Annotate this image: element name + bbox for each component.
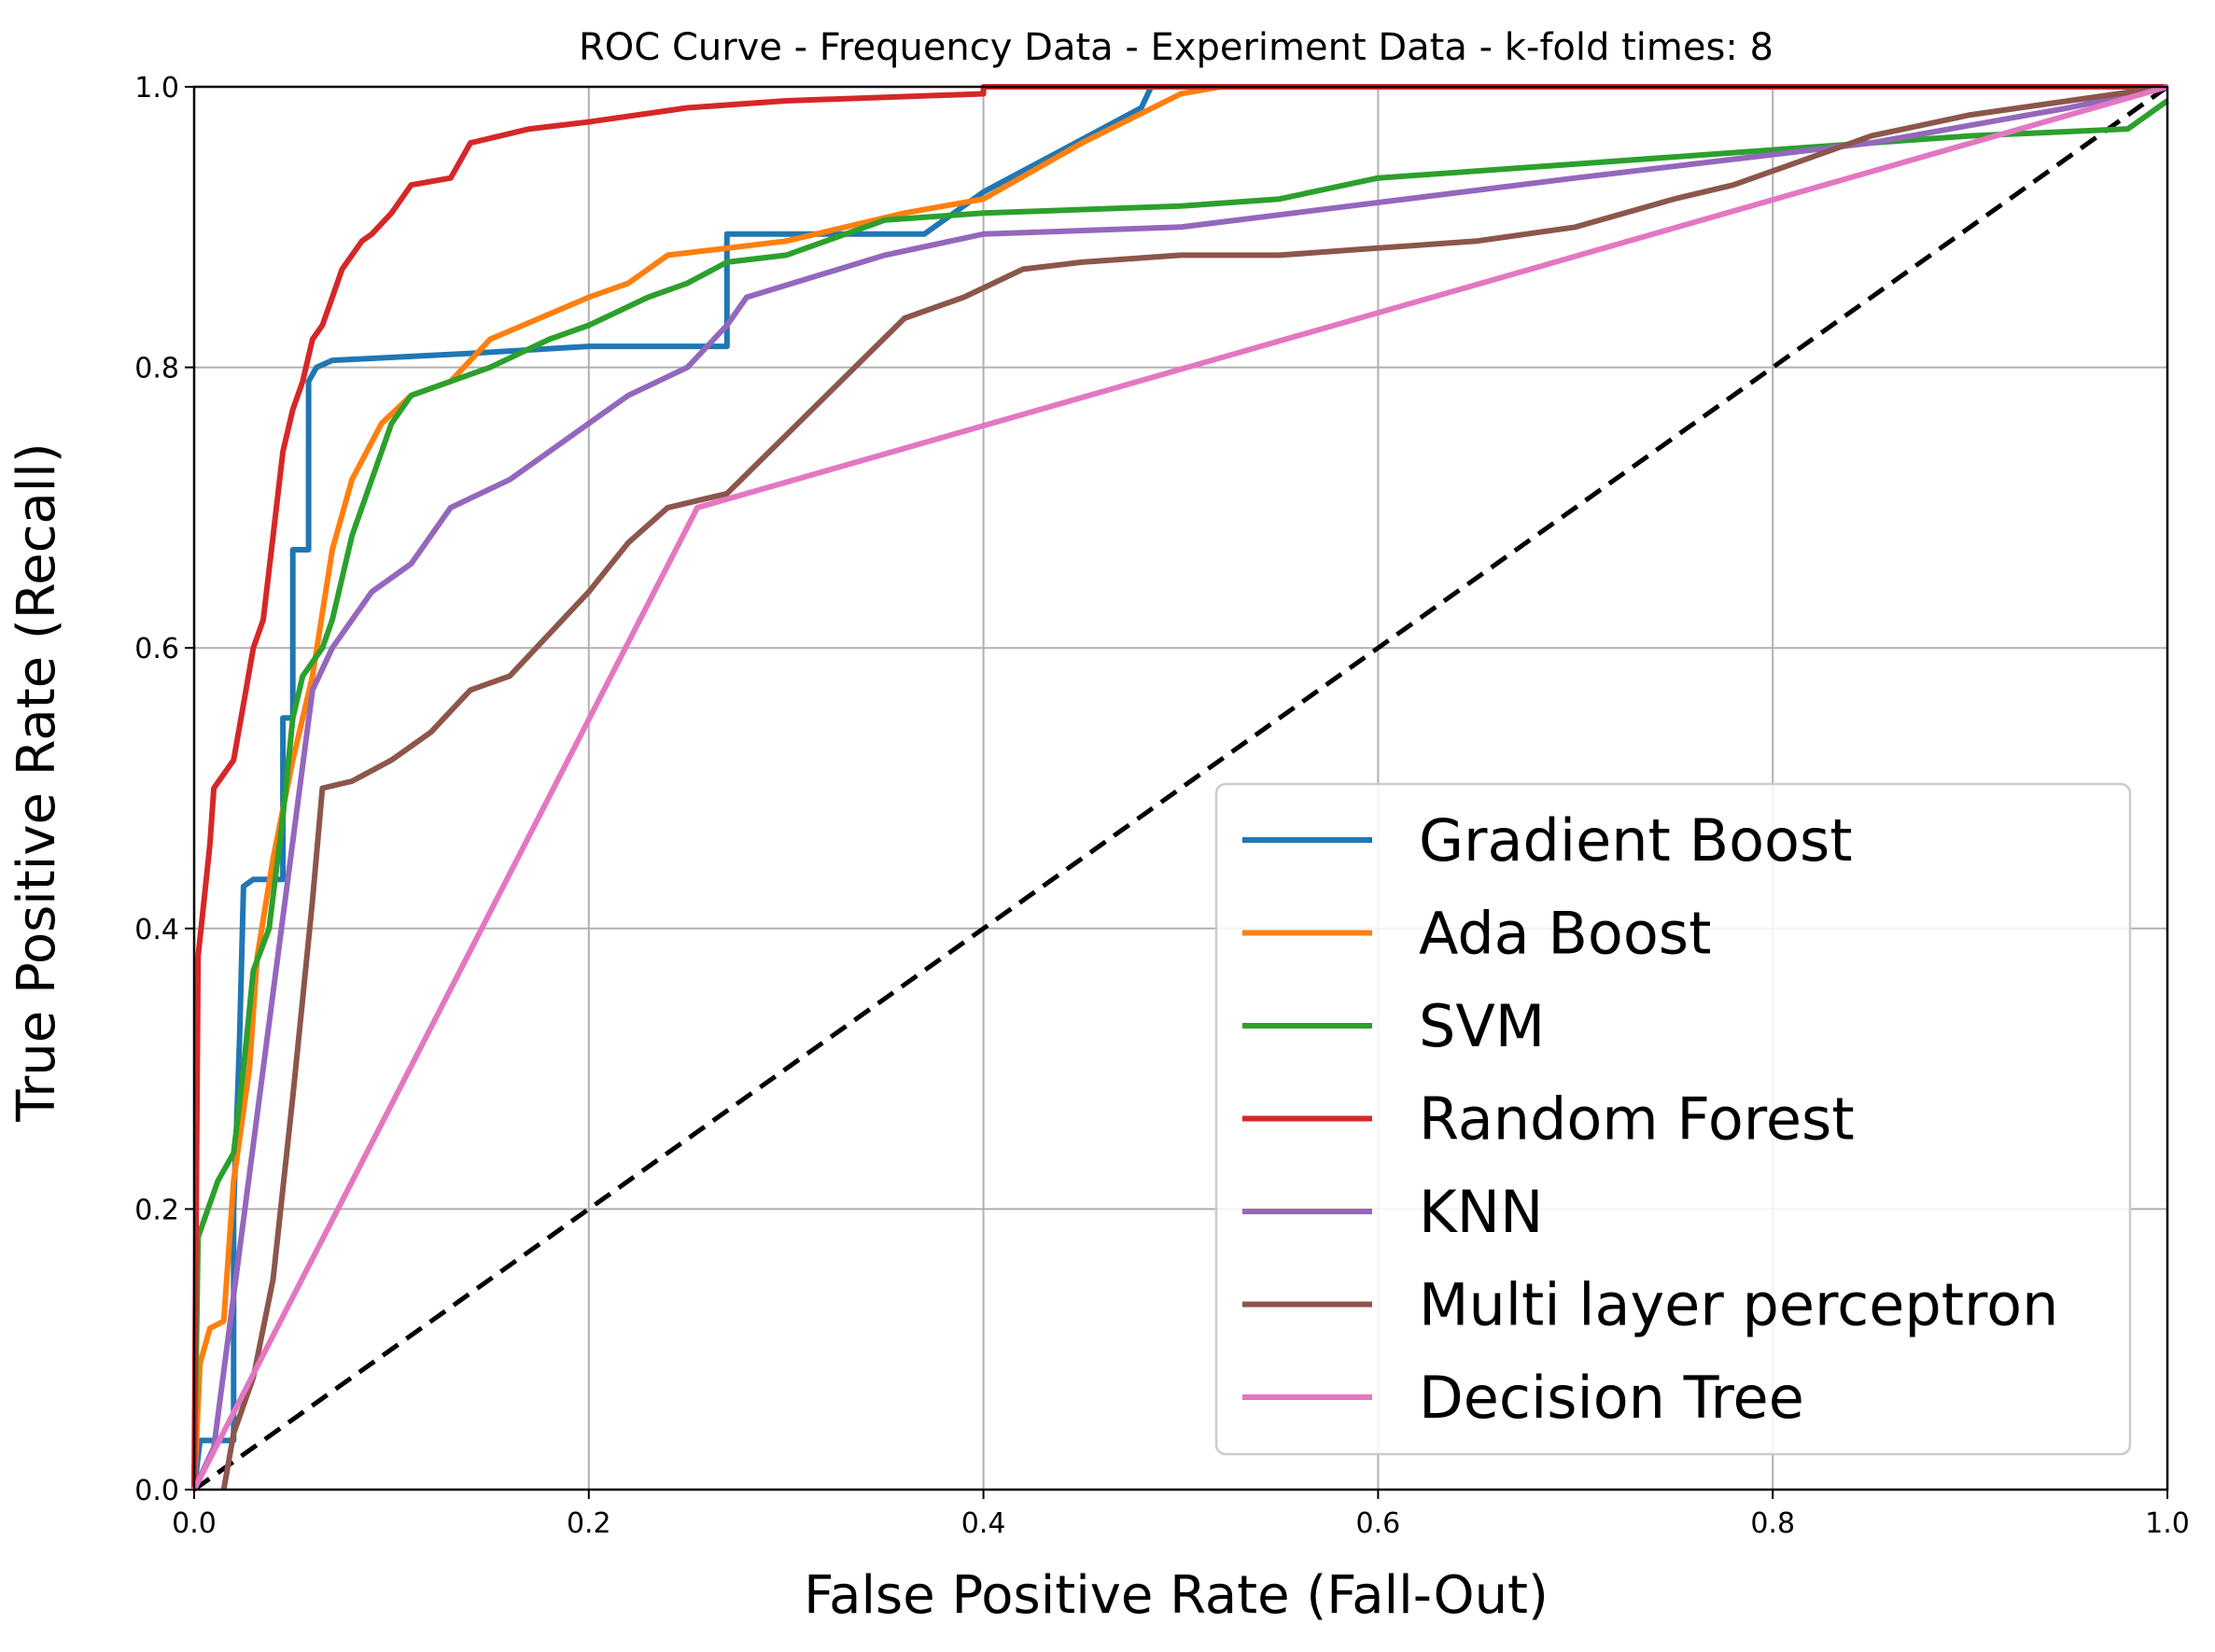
series-group (191, 84, 2169, 1491)
y-tick-label: 0.8 (134, 353, 179, 385)
series-line-multi-layer-perceptron (220, 84, 2168, 1491)
x-tick-label: 0.2 (567, 1507, 611, 1540)
y-tick-label: 0.6 (134, 633, 179, 665)
legend-label-ada-boost: Ada Boost (1419, 900, 1711, 968)
x-tick-label: 0.0 (172, 1507, 217, 1540)
chart-title: ROC Curve - Frequency Data - Experiment … (579, 26, 1773, 69)
plot-frame (192, 85, 2169, 1491)
legend-label-gradient-boost: Gradient Boost (1419, 806, 1853, 875)
y-tick-label: 0.0 (134, 1475, 179, 1507)
series-line-decision-tree (191, 84, 2168, 1491)
x-axis-label: False Positive Rate (Fall-Out) (804, 1565, 1549, 1626)
x-tick-label: 1.0 (2145, 1507, 2190, 1540)
legend: Gradient Boost Ada Boost SVM Random Forest K… (1214, 782, 2132, 1456)
y-tick-label: 0.4 (134, 914, 179, 946)
plot-area (191, 84, 2169, 1492)
series-line-ada-boost (191, 84, 1793, 1491)
legend-label-svm: SVM (1419, 992, 1545, 1060)
y-tick-label: 1.0 (134, 72, 179, 105)
x-tick-label: 0.8 (1750, 1507, 1795, 1540)
legend-label-decision-tree: Decision Tree (1419, 1364, 1804, 1432)
y-tick-label: 0.2 (134, 1194, 179, 1226)
series-line-gradient-boost (191, 84, 2167, 1491)
series-line-svm (191, 98, 2169, 1491)
x-tick-label: 0.4 (961, 1507, 1006, 1540)
x-tick-label: 0.6 (1356, 1507, 1401, 1540)
y-axis-label: True Positive Rate (Recall) (7, 442, 67, 1122)
series-line-knn (191, 84, 2168, 1491)
legend-label-random-forest: Random Forest (1419, 1085, 1855, 1154)
legend-label-knn: KNN (1419, 1178, 1543, 1246)
series-line-random-forest (191, 84, 2167, 1491)
legend-label-multi-layer-perceptron: Multi layer perceptron (1419, 1271, 2058, 1339)
legend-box (1214, 782, 2132, 1456)
ticks: 0.0 0.2 0.4 0.6 0.8 1.0 0.0 0.2 0.4 0.6 0.8 1.0 (134, 72, 2190, 1540)
